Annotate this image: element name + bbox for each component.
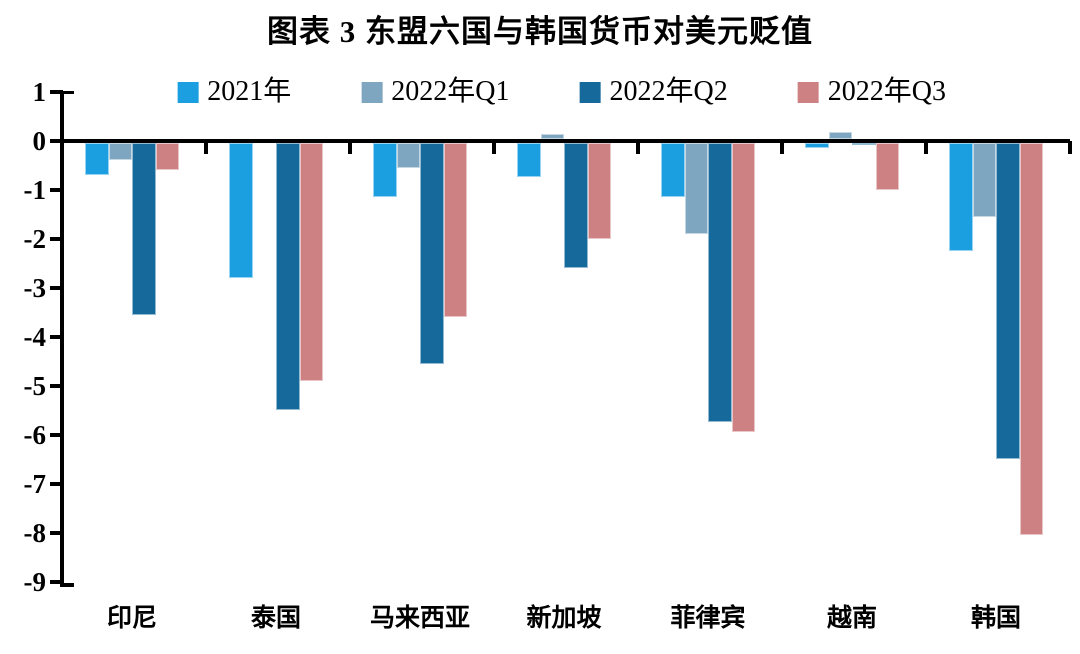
bar-south-korea-2022q1 [972,143,996,217]
legend-item-2022q2: 2022年Q2 [579,76,728,107]
x-axis-label: 新加坡 [526,605,602,632]
y-axis-tick-label: -2 [23,224,47,254]
y-axis-bottom-cap [60,583,74,587]
bar-indonesia-2021 [85,143,109,175]
bar-malaysia-2021 [373,143,397,197]
x-axis-label: 泰国 [250,605,301,632]
y-axis-tick [50,482,63,486]
y-axis-tick [50,384,63,388]
bar-philippines-2022q1 [684,143,708,234]
bar-vietnam-2022q1 [828,131,852,139]
y-axis-tick-label: 0 [32,126,47,156]
bar-thailand-2021 [229,143,253,278]
y-axis-top-cap [60,90,74,94]
y-axis-tick [50,188,63,192]
y-axis-tick-label: -8 [23,518,47,548]
legend-swatch-2022q2 [579,81,601,103]
bar-thailand-2022q3 [299,143,323,381]
bar-singapore-2021 [517,143,541,178]
y-axis-tick [50,237,63,241]
y-axis-tick [50,335,63,339]
legend-swatch-2022q3 [797,81,819,103]
legend-label: 2022年Q3 [827,76,946,107]
legend-label: 2021年 [207,76,292,107]
y-axis-tick [50,90,63,94]
x-axis-boundary-tick [924,141,928,154]
x-axis-label: 韩国 [970,605,1021,632]
x-axis-boundary-tick [60,141,64,154]
legend-item-2022q3: 2022年Q3 [797,76,946,107]
y-axis-tick-label: -6 [23,420,47,450]
legend-label: 2022年Q1 [391,76,510,107]
x-axis-zero-line [60,139,1070,143]
legend-item-2021: 2021年 [177,78,291,106]
y-axis-tick [50,139,63,143]
x-axis-boundary-tick [348,141,352,154]
bar-vietnam-2022q2 [852,143,876,146]
bar-malaysia-2022q1 [396,143,420,168]
bar-singapore-2022q2 [564,143,588,268]
legend-swatch-2021 [177,81,199,103]
x-axis-boundary-tick [780,141,784,154]
bar-south-korea-2022q2 [996,143,1020,460]
bar-indonesia-2022q3 [155,143,179,170]
bar-philippines-2021 [661,143,685,197]
legend-label: 2022年Q2 [609,76,728,107]
bar-south-korea-2021 [949,143,973,251]
y-axis-tick-label: -5 [23,371,47,401]
y-axis-tick-label: -7 [23,469,47,499]
y-axis-line [60,92,64,586]
y-axis-tick-label: -1 [23,175,47,205]
bar-philippines-2022q3 [731,143,755,433]
chart-title: 图表 3 东盟六国与韩国货币对美元贬值 [267,14,813,49]
x-axis-boundary-tick [636,141,640,154]
legend-item-2022q1: 2022年Q1 [361,78,509,106]
y-axis-tick [50,286,63,290]
y-axis-tick [50,580,63,584]
bar-indonesia-2022q1 [108,143,132,161]
bar-indonesia-2022q2 [132,143,156,315]
y-axis-tick-label: -3 [23,273,47,303]
bar-vietnam-2022q3 [875,143,899,190]
x-axis-label: 马来西亚 [369,605,470,632]
bar-vietnam-2021 [805,143,829,148]
y-axis-tick-label: 1 [32,77,47,107]
bar-thailand-2022q2 [276,143,300,411]
bar-malaysia-2022q3 [443,143,467,317]
y-axis-tick [50,433,63,437]
y-axis-tick-label: -4 [23,322,47,352]
bar-malaysia-2022q2 [420,143,444,364]
x-axis-label: 菲律宾 [670,605,746,632]
bar-singapore-2022q3 [587,143,611,239]
x-axis-label: 越南 [826,605,877,632]
legend-swatch-2022q1 [361,81,383,103]
y-axis-tick [50,531,63,535]
bar-philippines-2022q2 [708,143,732,423]
y-axis-tick-label: -9 [23,567,47,597]
legend: 2021年 2022年Q1 2022年Q2 2022年Q3 [177,78,946,106]
bar-singapore-2022q1 [540,134,564,139]
x-axis-boundary-tick [1068,141,1072,154]
bar-south-korea-2022q3 [1019,143,1043,535]
x-axis-boundary-tick [204,141,208,154]
x-axis-boundary-tick [492,141,496,154]
x-axis-label: 印尼 [106,605,157,632]
